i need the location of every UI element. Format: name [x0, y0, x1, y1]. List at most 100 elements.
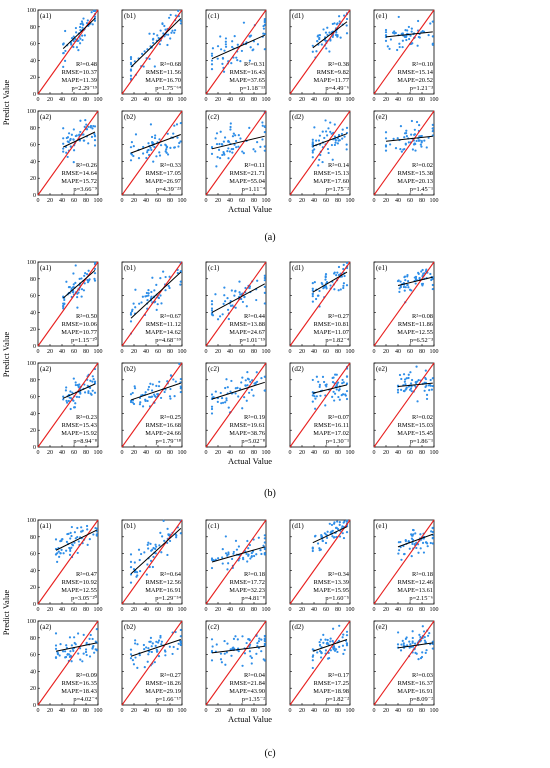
data-point [147, 294, 150, 297]
scatter-panel: 0 20 40 60 80 100(e1)R²=0.10RMSE=15.14MAPE=20… [373, 9, 439, 103]
x-tick-label: 100 [178, 349, 187, 355]
data-point [83, 383, 86, 386]
data-point [70, 546, 73, 549]
data-point [410, 289, 413, 292]
data-point [246, 539, 249, 543]
x-tick-label: 100 [178, 198, 187, 204]
data-point [413, 142, 416, 145]
x-tick-label: 60 [71, 97, 77, 103]
data-point [74, 643, 77, 646]
data-point [263, 302, 266, 305]
data-point [227, 562, 230, 565]
data-point [66, 136, 70, 139]
data-point [336, 650, 339, 654]
data-point [161, 22, 164, 26]
data-point [88, 637, 91, 641]
data-point [54, 538, 58, 541]
data-point [331, 639, 334, 643]
p-value-label: p=4.39⁻²³ [156, 186, 181, 193]
x-tick-label: 100 [430, 97, 439, 103]
data-point [402, 285, 406, 289]
data-point [401, 39, 404, 42]
data-point [337, 395, 340, 399]
data-point [91, 380, 94, 383]
data-point [80, 288, 84, 291]
data-point [263, 639, 266, 643]
data-point [131, 659, 135, 662]
x-tick-label: 20 [299, 97, 305, 103]
scatter-panel: 0 20 40 60 80 100(e2)R²=0.03RMSE=16.37MAPE=16… [373, 620, 439, 714]
data-point [172, 132, 175, 135]
x-tick-label: 100 [178, 708, 187, 714]
data-point [396, 388, 400, 392]
data-point [226, 386, 229, 389]
x-tick-label: 80 [251, 349, 257, 355]
scatter-panel: 0 20 40 60 80 100(e2)R²=0.02RMSE=15.38MAPE=20… [373, 110, 439, 204]
data-point [426, 545, 429, 548]
x-tick-label: 40 [143, 97, 149, 103]
data-point [311, 156, 314, 159]
p-value-label: p=2.15⁻⁶ [409, 595, 433, 602]
data-point [414, 149, 417, 152]
data-point [262, 24, 265, 28]
data-point [81, 26, 84, 29]
data-point [311, 287, 314, 290]
data-point [164, 150, 167, 153]
p-value-label: p=1.01⁻¹⁹ [239, 337, 265, 344]
data-point [56, 552, 59, 555]
data-point [95, 627, 98, 631]
data-point [54, 644, 58, 647]
data-point [91, 389, 94, 392]
data-point [410, 30, 413, 33]
data-point [164, 654, 167, 657]
p-value-label: p=1.75⁻² [326, 186, 349, 193]
data-point [263, 145, 266, 148]
rmse-label: RMSE=10.06 [62, 321, 97, 328]
p-value-label: p=5.02⁻⁸ [241, 438, 265, 445]
p-value-label: p=1.15⁻²⁰ [71, 337, 97, 344]
data-point [336, 381, 340, 384]
data-point [322, 28, 325, 31]
data-point [263, 32, 266, 36]
data-point [406, 29, 409, 32]
data-point [409, 34, 412, 37]
data-point [76, 384, 79, 387]
data-point [68, 653, 71, 656]
data-point [144, 399, 147, 402]
data-point [143, 50, 146, 53]
x-tick-label: 80 [419, 708, 425, 714]
data-point [246, 384, 249, 387]
data-point [165, 145, 169, 148]
data-point [82, 633, 85, 636]
mape-label: MAPE=11.77 [313, 77, 349, 84]
x-tick-label: 60 [407, 349, 413, 355]
data-point [225, 378, 228, 381]
data-point [263, 552, 266, 555]
data-point [73, 531, 76, 534]
data-point [70, 397, 73, 400]
data-point [168, 286, 171, 290]
x-tick-label: 60 [407, 708, 413, 714]
data-point [82, 652, 85, 655]
data-point [343, 648, 346, 652]
x-tick-label: 20 [131, 607, 137, 613]
data-point [410, 385, 413, 388]
data-point [56, 560, 59, 563]
x-tick-label: 0 [373, 97, 376, 103]
y-tick-label: 100 [27, 109, 36, 115]
rmse-label: RMSE=16.37 [398, 680, 434, 687]
data-point [210, 59, 214, 62]
data-point [394, 147, 398, 150]
x-tick-label: 60 [239, 198, 245, 204]
p-value-label: p=1.45⁻¹ [410, 186, 433, 193]
data-point [150, 389, 154, 392]
x-tick-label: 40 [59, 607, 65, 613]
x-tick-label: 80 [83, 198, 89, 204]
x-tick-label: 40 [59, 450, 65, 456]
fit-line [385, 135, 433, 142]
data-point [431, 527, 434, 530]
data-point [336, 35, 339, 38]
data-point [322, 641, 325, 644]
data-point [75, 134, 78, 137]
data-point [166, 132, 169, 135]
